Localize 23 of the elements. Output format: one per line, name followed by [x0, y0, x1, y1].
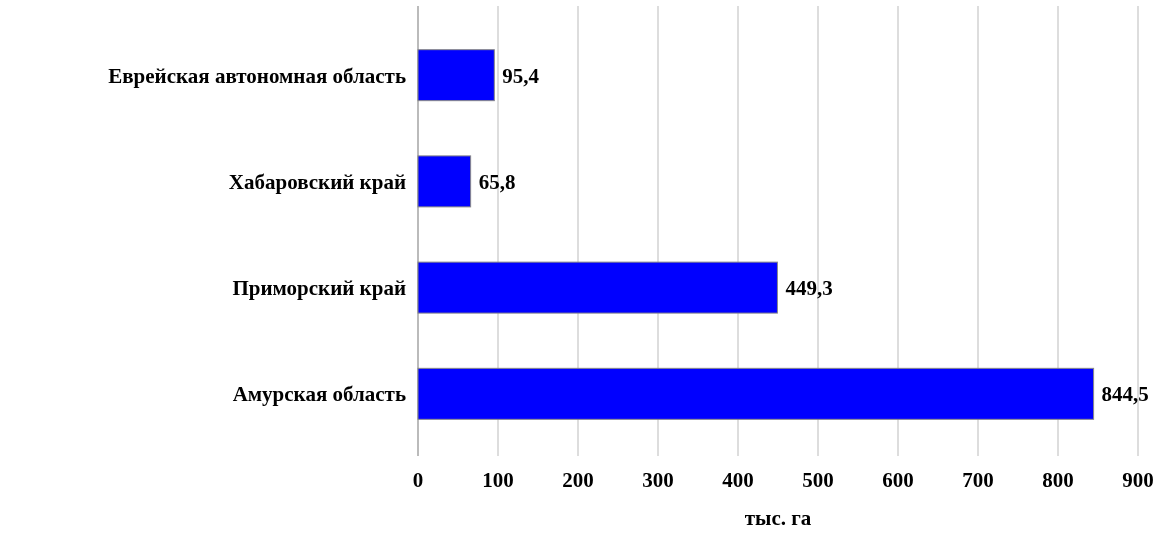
y-tick-label: Амурская область — [232, 382, 406, 407]
x-tick-label: 500 — [802, 468, 834, 493]
bar — [417, 49, 495, 102]
x-tick-label: 200 — [562, 468, 594, 493]
x-tick-label: 100 — [482, 468, 514, 493]
y-tick-label: Приморский край — [232, 275, 406, 300]
y-tick-label: Хабаровский край — [228, 169, 406, 194]
data-label: 65,8 — [478, 169, 516, 194]
x-tick-label: 700 — [962, 468, 994, 493]
bar — [417, 155, 472, 208]
x-tick-label: 800 — [1042, 468, 1074, 493]
bar — [417, 367, 1095, 420]
y-tick-label: Еврейская автономная область — [108, 63, 406, 88]
x-axis-title: тыс. га — [744, 506, 812, 531]
data-label: 95,4 — [502, 63, 540, 88]
bar — [417, 261, 778, 314]
x-tick-label: 0 — [412, 468, 424, 493]
x-tick-label: 600 — [882, 468, 914, 493]
x-tick-label: 900 — [1122, 468, 1154, 493]
x-tick-label: 400 — [722, 468, 754, 493]
data-label: 449,3 — [785, 275, 833, 300]
data-label: 844,5 — [1101, 382, 1149, 407]
x-tick-label: 300 — [642, 468, 674, 493]
